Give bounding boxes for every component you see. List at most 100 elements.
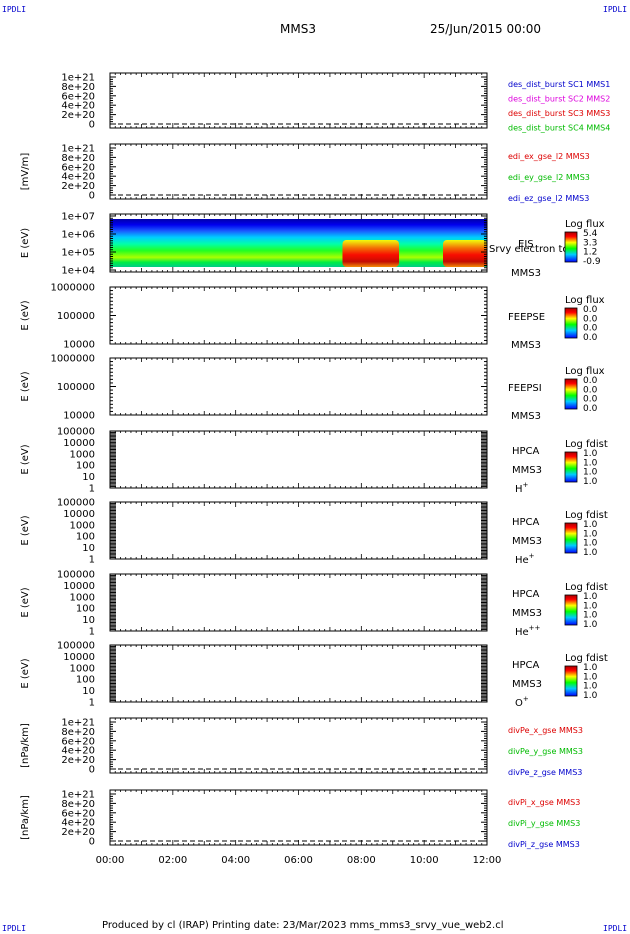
hpca_he2-species-charge: ++: [529, 624, 541, 632]
hpca_he-colorbar-tick-1: 1.0: [583, 529, 598, 539]
hpca_he-colorbar-tick-2: 1.0: [583, 539, 598, 549]
corner-mark-tl: IPDLI: [2, 5, 27, 14]
des-ytick-label: 1e+21: [61, 73, 95, 84]
xtick-label-4: 08:00: [347, 855, 376, 866]
hpca_he-ylabel: E (eV): [20, 515, 31, 545]
des-legend-1: des_dist_burst SC2 MMS2: [508, 95, 610, 104]
eis-overlay-label: Srvy electron tc: [489, 244, 568, 255]
eis-ylabel: E (eV): [20, 228, 31, 258]
divpi-legend-0: divPi_x_gse MMS3: [508, 798, 580, 807]
feepsi-colorbar-tick-2: 0.0: [583, 395, 598, 405]
hpca_he-ytick-label: 1000: [70, 520, 95, 531]
edi-ytick-label: 2e+20: [61, 181, 95, 192]
feepsi-ytick-label: 1000000: [50, 354, 95, 365]
eis-spacecraft-label: MMS3: [511, 268, 541, 279]
feepsi-frame: [109, 357, 488, 416]
hpca_he-species-label: He+: [515, 552, 535, 566]
corner-mark-br: IPDLI: [603, 924, 628, 933]
eis-instrument-label: EIS: [518, 239, 534, 250]
eis-colorbar-title: Log flux: [565, 219, 605, 230]
xtick-label-6: 12:00: [473, 855, 502, 866]
edi-ylabel: [mV/m]: [20, 153, 31, 191]
edi-ytick-label: 1e+21: [61, 144, 95, 155]
hpca_o-instrument-label: HPCA: [512, 660, 540, 671]
feepse-frame: [109, 286, 488, 345]
hpca_o-spacecraft-label: MMS3: [512, 679, 542, 690]
hpca_o-ytick-label: 100: [76, 675, 95, 686]
eis-colorbar-tick-2: 1.2: [583, 248, 597, 258]
edi-frame: [109, 143, 488, 200]
hpca_h-instrument-label: HPCA: [512, 446, 540, 457]
divpi-legend-2: divPi_z_gse MMS3: [508, 840, 580, 849]
eis-enhancement-1: [443, 240, 487, 267]
hpca_he-species-charge: +: [529, 552, 535, 560]
eis-ytick-label: 1e+05: [61, 248, 95, 259]
edi-legend-0: edi_ex_gse_l2 MMS3: [508, 152, 590, 161]
hpca_he-frame: [109, 501, 488, 560]
feepse-colorbar-tick-3: 0.0: [583, 333, 598, 343]
hpca_o-ytick-label: 100000: [57, 641, 95, 652]
divpe-legend-0: divPe_x_gse MMS3: [508, 726, 583, 735]
feepse-spacecraft-label: MMS3: [511, 340, 541, 351]
hpca_h-ytick-label: 10000: [63, 438, 95, 449]
divpe-ytick-label: 8e+20: [61, 727, 95, 738]
hpca_o-ytick-label: 1: [89, 698, 95, 709]
hpca_he-colorbar: [564, 522, 578, 554]
des-legend-0: des_dist_burst SC1 MMS1: [508, 80, 610, 89]
feepsi-ytick-label: 10000: [63, 411, 95, 422]
eis-colorbar: [564, 231, 578, 263]
feepse-colorbar-title: Log flux: [565, 295, 605, 306]
hpca_o-ytick-label: 1000: [70, 663, 95, 674]
hpca_h-colorbar: [564, 451, 578, 483]
hpca_h-spacecraft-label: MMS3: [512, 465, 542, 476]
divpe-legend-1: divPe_y_gse MMS3: [508, 747, 583, 756]
hpca_he-colorbar-tick-0: 1.0: [583, 520, 598, 530]
hpca_he2-ytick-label: 1000: [70, 592, 95, 603]
hpca_he2-ytick-label: 100000: [57, 570, 95, 581]
hpca_he2-spacecraft-label: MMS3: [512, 608, 542, 619]
feepsi-colorbar-tick-0: 0.0: [583, 376, 598, 386]
divpi-ytick-label: 4e+20: [61, 818, 95, 829]
hpca_h-ytick-label: 1000: [70, 449, 95, 460]
edi-ytick-label: 0: [89, 191, 95, 202]
hpca_he-ytick-label: 10: [82, 543, 95, 554]
eis-ytick-label: 1e+04: [61, 266, 95, 277]
hpca_he2-species-label: He++: [515, 624, 541, 638]
divpi-ytick-label: 1e+21: [61, 790, 95, 801]
hpca_h-ylabel: E (eV): [20, 444, 31, 474]
divpi-frame: [109, 789, 488, 846]
feepsi-spacecraft-label: MMS3: [511, 411, 541, 422]
feepsi-colorbar: [564, 378, 578, 410]
eis-ytick-label: 1e+07: [61, 212, 95, 223]
eis-spectrogram: [110, 219, 487, 267]
feepse-colorbar-tick-0: 0.0: [583, 305, 598, 315]
hpca_he2-frame: [109, 573, 488, 632]
corner-mark-tr: IPDLI: [603, 5, 628, 14]
feepsi-colorbar-tick-1: 0.0: [583, 385, 598, 395]
des-ytick-label: 0: [89, 120, 95, 131]
edi-ytick-label: 8e+20: [61, 153, 95, 164]
hpca_h-colorbar-tick-2: 1.0: [583, 468, 598, 478]
hpca_he2-colorbar-tick-3: 1.0: [583, 620, 598, 630]
hpca_he2-colorbar-tick-1: 1.0: [583, 601, 598, 611]
hpca_h-ytick-label: 100000: [57, 427, 95, 438]
hpca_he2-ytick-label: 10000: [63, 581, 95, 592]
hpca_o-colorbar: [564, 665, 578, 697]
eis-enhancement-0: [342, 240, 400, 267]
hpca_he-ytick-label: 100000: [57, 498, 95, 509]
divpi-ytick-label: 0: [89, 837, 95, 848]
des-ytick-label: 8e+20: [61, 82, 95, 93]
edi-ytick-label: 4e+20: [61, 172, 95, 183]
hpca_h-colorbar-tick-0: 1.0: [583, 449, 598, 459]
des-ytick-label: 2e+20: [61, 110, 95, 121]
hpca_he-ytick-label: 100: [76, 532, 95, 543]
eis-ytick-label: 1e+06: [61, 230, 95, 241]
hpca_he-spacecraft-label: MMS3: [512, 536, 542, 547]
hpca_o-colorbar-tick-0: 1.0: [583, 663, 598, 673]
hpca_he2-colorbar-title: Log fdist: [565, 582, 608, 593]
hpca_o-ytick-label: 10000: [63, 652, 95, 663]
hpca_he2-colorbar-tick-0: 1.0: [583, 592, 598, 602]
feepse-colorbar: [564, 307, 578, 339]
hpca_h-ytick-label: 10: [82, 472, 95, 483]
xtick-label-1: 02:00: [158, 855, 187, 866]
